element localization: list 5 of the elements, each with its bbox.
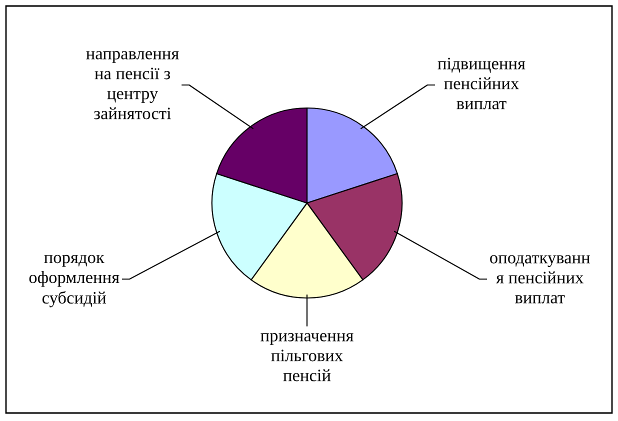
slice-label: призначення пільгових пенсій (260, 333, 354, 382)
slice-label: підвищення пенсійних виплат (438, 58, 526, 110)
slice-label: оподаткуванн я пенсійних виплат (490, 255, 590, 304)
slice-label: направлення на пенсії з центру зайнятості (86, 51, 179, 120)
slice-label: порядок оформлення субсидій (29, 254, 120, 308)
